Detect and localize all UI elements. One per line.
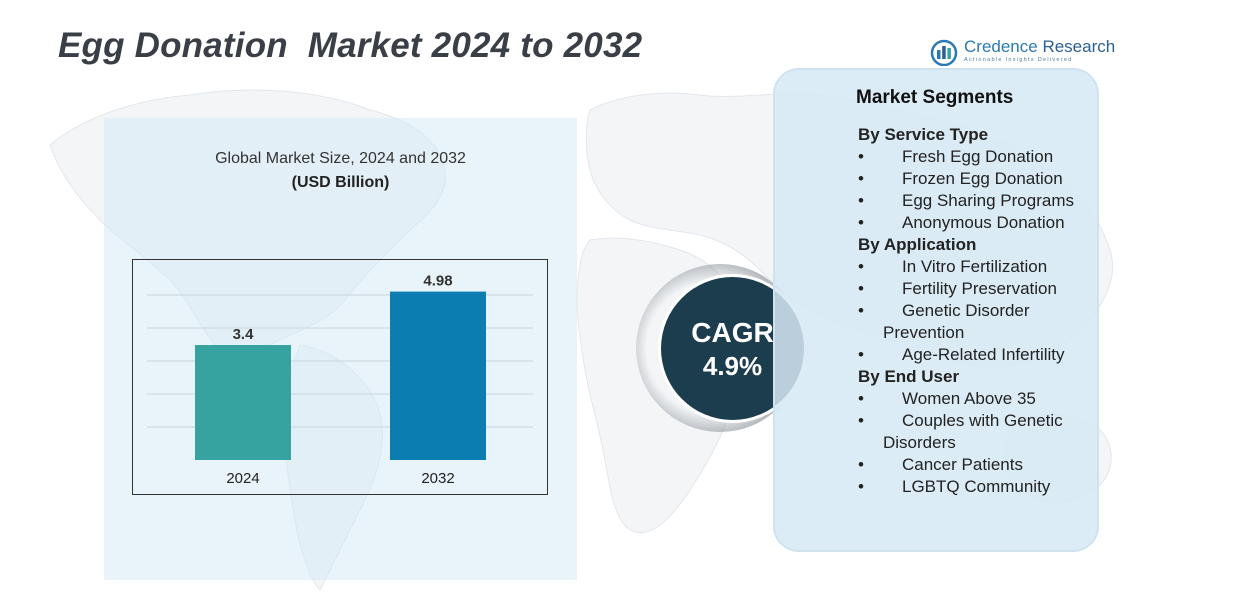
- list-item: • Anonymous Donation: [858, 213, 1065, 232]
- segments-list: By Service Type • Fresh Egg Donation • Fro…: [858, 124, 1093, 498]
- segments-title: Market Segments: [856, 87, 1014, 108]
- list-item: • In Vitro Fertilization: [858, 257, 1048, 276]
- logo-bars-icon: [930, 39, 958, 66]
- list-item: • Couples with Genetic Disorders: [858, 411, 1063, 452]
- list-item: • Frozen Egg Donation: [858, 169, 1063, 188]
- bar-chart: 3.4 2024 4.98 2032: [147, 273, 533, 487]
- group-title-service-type: By Service Type: [858, 125, 989, 144]
- logo-name-main: Credence: [964, 37, 1038, 56]
- market-segments-panel: Market Segments By Service Type • Fresh E…: [773, 68, 1099, 552]
- page-title: Egg Donation Market 2024 to 2032: [58, 26, 643, 65]
- category-label-2032: 2032: [421, 470, 454, 487]
- list-item: • Egg Sharing Programs: [858, 191, 1074, 210]
- bar-2032: [390, 291, 486, 460]
- logo-name-sub: Research: [1042, 37, 1116, 56]
- value-label-2024: 3.4: [233, 326, 255, 343]
- cagr-value: 4.9%: [702, 351, 763, 381]
- list-item: • Fresh Egg Donation: [858, 147, 1054, 166]
- list-item: • LGBTQ Community: [858, 477, 1051, 496]
- category-label-2024: 2024: [226, 470, 259, 487]
- list-item: • Cancer Patients: [858, 455, 1023, 474]
- cagr-label: CAGR: [691, 317, 774, 348]
- bar-chart-frame: 3.4 2024 4.98 2032: [132, 259, 548, 495]
- group-title-end-user: By End User: [858, 367, 960, 386]
- logo-name: Credence Research: [964, 37, 1115, 57]
- list-item: • Age-Related Infertility: [858, 345, 1065, 364]
- list-item: • Genetic Disorder Prevention: [858, 301, 1030, 342]
- chart-panel: Global Market Size, 2024 and 2032 (USD B…: [104, 118, 577, 580]
- logo-tagline: Actionable Insights Delivered: [964, 57, 1073, 63]
- chart-unit-label: (USD Billion): [291, 174, 390, 191]
- chart-title: Global Market Size, 2024 and 2032: [215, 150, 466, 167]
- bar-2024: [195, 345, 291, 460]
- group-title-application: By Application: [858, 235, 977, 254]
- list-item: • Fertility Preservation: [858, 279, 1057, 298]
- list-item: • Women Above 35: [858, 389, 1036, 408]
- value-label-2032: 4.98: [423, 273, 452, 290]
